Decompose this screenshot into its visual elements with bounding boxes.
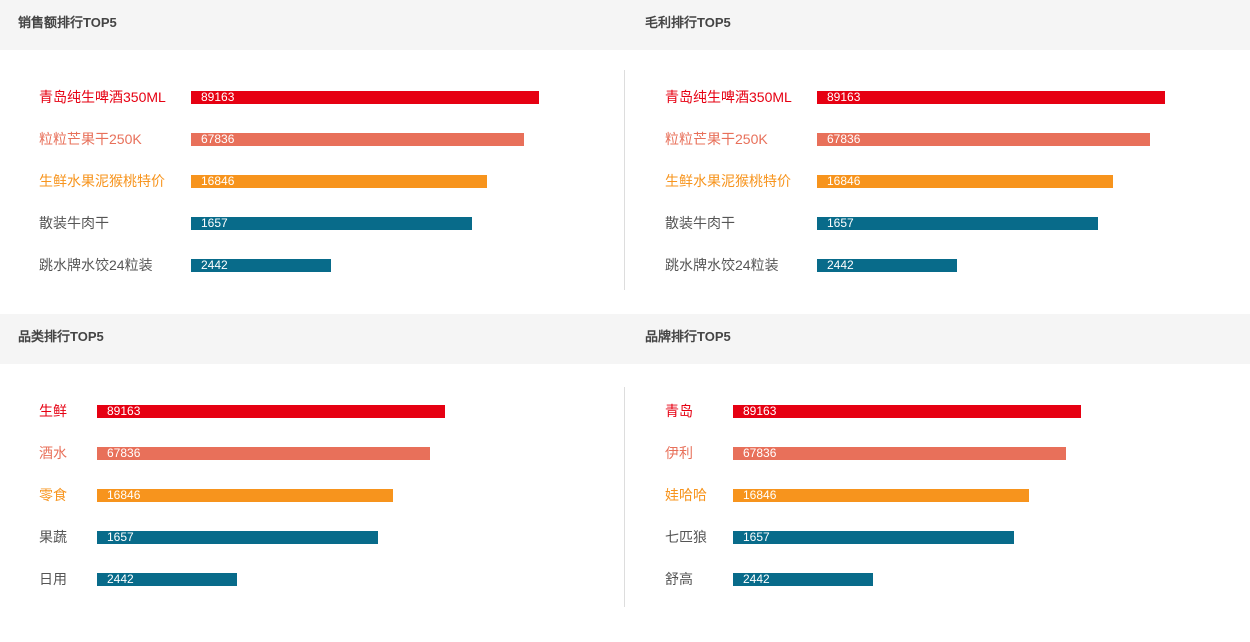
bar-row: 娃哈哈 16846 xyxy=(665,474,1081,516)
bar: 16846 xyxy=(97,487,393,502)
profit-ranking-chart: 青岛纯生啤酒350ML 89163 粒粒芒果干250K 67836 生鲜水果泥猴桃特价 1… xyxy=(625,50,1250,314)
bar: 89163 xyxy=(733,403,1081,418)
bar-value-label: 2442 xyxy=(827,257,854,272)
bar-category-label: 七匹狼 xyxy=(665,529,707,545)
category-ranking-title: 品类排行TOP5 xyxy=(18,329,104,344)
bar-row: 零食 16846 xyxy=(39,474,445,516)
bar-value-label: 1657 xyxy=(201,215,228,230)
bar-row: 青岛 89163 xyxy=(665,390,1081,432)
bar-row: 散装牛肉干 1657 xyxy=(39,202,539,244)
bar-row: 七匹狼 1657 xyxy=(665,516,1081,558)
bar-row: 伊利 67836 xyxy=(665,432,1081,474)
bar-row: 跳水牌水饺24粒装 2442 xyxy=(665,244,1165,286)
bar-category-label: 酒水 xyxy=(39,445,67,461)
bar-value-label: 89163 xyxy=(743,403,777,418)
bar-category-label: 生鲜 xyxy=(39,403,67,419)
profit-ranking-title: 毛利排行TOP5 xyxy=(645,15,731,30)
bar-value-label: 67836 xyxy=(201,131,235,146)
bar-category-label: 粒粒芒果干250K xyxy=(39,131,142,147)
bar-category-label: 果蔬 xyxy=(39,529,67,545)
bar-row: 青岛纯生啤酒350ML 89163 xyxy=(39,76,539,118)
bar-value-label: 67836 xyxy=(107,445,141,460)
bar-category-label: 跳水牌水饺24粒装 xyxy=(665,257,779,273)
bar: 2442 xyxy=(733,571,873,586)
bar: 89163 xyxy=(191,89,539,104)
bar-row: 跳水牌水饺24粒装 2442 xyxy=(39,244,539,286)
category-ranking-chart: 生鲜 89163 酒水 67836 零食 16846 果蔬 1657 日用 2442 xyxy=(0,364,624,628)
bar-value-label: 1657 xyxy=(743,529,770,544)
bar-category-label: 生鲜水果泥猴桃特价 xyxy=(665,173,791,189)
sales-ranking-rows: 青岛纯生啤酒350ML 89163 粒粒芒果干250K 67836 生鲜水果泥猴桃特价 1… xyxy=(39,76,539,286)
sales-ranking-chart: 青岛纯生啤酒350ML 89163 粒粒芒果干250K 67836 生鲜水果泥猴桃特价 1… xyxy=(0,50,624,314)
bar-value-label: 2442 xyxy=(107,571,134,586)
bar: 16846 xyxy=(191,173,487,188)
bar-category-label: 日用 xyxy=(39,571,67,587)
bar-row: 酒水 67836 xyxy=(39,432,445,474)
bar: 67836 xyxy=(97,445,430,460)
bar-category-label: 零食 xyxy=(39,487,67,503)
bar: 2442 xyxy=(97,571,237,586)
bar: 89163 xyxy=(817,89,1165,104)
bar-row: 日用 2442 xyxy=(39,558,445,600)
bar-value-label: 1657 xyxy=(107,529,134,544)
bar-category-label: 生鲜水果泥猴桃特价 xyxy=(39,173,165,189)
bar-value-label: 89163 xyxy=(201,89,235,104)
bar: 16846 xyxy=(817,173,1113,188)
bar-value-label: 89163 xyxy=(827,89,861,104)
bar: 16846 xyxy=(733,487,1029,502)
bar-value-label: 2442 xyxy=(743,571,770,586)
bar-value-label: 67836 xyxy=(827,131,861,146)
bar-category-label: 跳水牌水饺24粒装 xyxy=(39,257,153,273)
bar-value-label: 67836 xyxy=(743,445,777,460)
bar-value-label: 16846 xyxy=(743,487,777,502)
sales-ranking-title: 销售额排行TOP5 xyxy=(18,15,117,30)
bar: 2442 xyxy=(191,257,331,272)
bar-row: 粒粒芒果干250K 67836 xyxy=(39,118,539,160)
bar-category-label: 散装牛肉干 xyxy=(39,215,109,231)
bar: 67836 xyxy=(817,131,1150,146)
category-ranking-rows: 生鲜 89163 酒水 67836 零食 16846 果蔬 1657 日用 2442 xyxy=(39,390,445,600)
bar-row: 青岛纯生啤酒350ML 89163 xyxy=(665,76,1165,118)
bottom-header-band: 品类排行TOP5 品牌排行TOP5 xyxy=(0,314,1250,364)
bar: 1657 xyxy=(817,215,1098,230)
bar: 67836 xyxy=(191,131,524,146)
bar-value-label: 16846 xyxy=(201,173,235,188)
bar-value-label: 1657 xyxy=(827,215,854,230)
bar-category-label: 伊利 xyxy=(665,445,693,461)
bar-category-label: 青岛纯生啤酒350ML xyxy=(39,89,166,105)
bar-row: 生鲜水果泥猴桃特价 16846 xyxy=(39,160,539,202)
panel-divider xyxy=(624,387,625,607)
bar-category-label: 粒粒芒果干250K xyxy=(665,131,768,147)
bar-category-label: 青岛纯生啤酒350ML xyxy=(665,89,792,105)
brand-ranking-chart: 青岛 89163 伊利 67836 娃哈哈 16846 七匹狼 1657 舒高 2442 xyxy=(625,364,1250,628)
bar-category-label: 散装牛肉干 xyxy=(665,215,735,231)
bar-category-label: 娃哈哈 xyxy=(665,487,707,503)
bar-row: 生鲜 89163 xyxy=(39,390,445,432)
bar-row: 散装牛肉干 1657 xyxy=(665,202,1165,244)
panel-divider xyxy=(624,70,625,290)
bar-value-label: 16846 xyxy=(827,173,861,188)
bar-row: 果蔬 1657 xyxy=(39,516,445,558)
bar: 89163 xyxy=(97,403,445,418)
brand-ranking-rows: 青岛 89163 伊利 67836 娃哈哈 16846 七匹狼 1657 舒高 2442 xyxy=(665,390,1081,600)
bar: 2442 xyxy=(817,257,957,272)
bar-category-label: 舒高 xyxy=(665,571,693,587)
bar-row: 粒粒芒果干250K 67836 xyxy=(665,118,1165,160)
bar-row: 舒高 2442 xyxy=(665,558,1081,600)
bar: 67836 xyxy=(733,445,1066,460)
bar: 1657 xyxy=(191,215,472,230)
bar: 1657 xyxy=(97,529,378,544)
bar-value-label: 16846 xyxy=(107,487,141,502)
bar: 1657 xyxy=(733,529,1014,544)
bar-value-label: 2442 xyxy=(201,257,228,272)
bar-category-label: 青岛 xyxy=(665,403,693,419)
brand-ranking-title: 品牌排行TOP5 xyxy=(645,329,731,344)
profit-ranking-rows: 青岛纯生啤酒350ML 89163 粒粒芒果干250K 67836 生鲜水果泥猴桃特价 1… xyxy=(665,76,1165,286)
bar-row: 生鲜水果泥猴桃特价 16846 xyxy=(665,160,1165,202)
top-header-band: 销售额排行TOP5 毛利排行TOP5 xyxy=(0,0,1250,50)
bar-value-label: 89163 xyxy=(107,403,141,418)
